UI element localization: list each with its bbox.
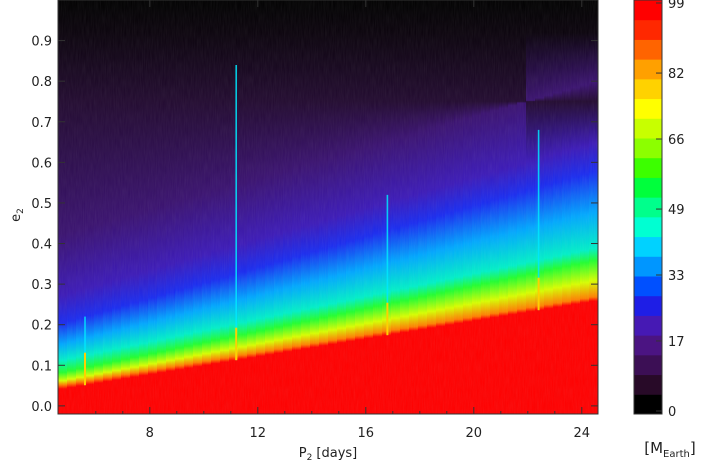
x-tick-label: 16 — [358, 426, 375, 441]
y-axis: 0.0 0.1 0.2 0.3 0.4 0.5 0.6 0.7 0.8 0.9 — [31, 35, 598, 415]
y-tick-label: 0.3 — [31, 278, 52, 293]
colorbar-frame — [633, 0, 663, 415]
x-axis: 8 12 16 20 24 — [95, 0, 591, 441]
colorbar-band — [634, 374, 662, 395]
x-tick-label: 8 — [146, 426, 154, 441]
x-axis-label: P2 [days] — [299, 446, 358, 463]
colorbar-band — [634, 256, 662, 277]
colorbar-band — [634, 197, 662, 218]
x-tick-label: 24 — [574, 426, 591, 441]
colorbar-band — [634, 177, 662, 198]
y-tick-label: 0.2 — [31, 319, 52, 334]
plot-frame — [57, 0, 599, 415]
y-tick-label: 0.8 — [31, 75, 52, 90]
colorbar — [633, 0, 663, 415]
y-tick-label: 0.9 — [31, 35, 52, 50]
colorbar-band — [634, 59, 662, 80]
colorbar-band — [634, 78, 662, 100]
colorbar-band — [634, 394, 662, 415]
colorbar-band — [634, 0, 662, 21]
colorbar-band — [634, 98, 662, 119]
colorbar-tick-label: 0 — [668, 405, 676, 420]
y-axis-label: e2 — [9, 208, 26, 222]
colorbar-band — [634, 19, 662, 40]
y-tick-label: 0.0 — [31, 400, 52, 415]
x-tick-label: 20 — [466, 426, 483, 441]
y-tick-label: 0.4 — [31, 238, 52, 253]
heatmap-texture — [58, 0, 598, 414]
colorbar-tick-label: 82 — [668, 67, 685, 82]
colorbar-tick-label: 49 — [668, 203, 685, 218]
colorbar-band — [634, 354, 662, 376]
colorbar-tick-label: 17 — [668, 335, 685, 350]
colorbar-unit-label: [MEarth] — [644, 439, 695, 460]
x-tick-label: 12 — [250, 426, 267, 441]
colorbar-band — [634, 335, 662, 356]
colorbar-band — [634, 295, 662, 316]
colorbar-tick-label: 66 — [668, 133, 685, 148]
colorbar-band — [634, 236, 662, 257]
y-tick-label: 0.6 — [31, 156, 52, 171]
colorbar-band — [634, 118, 662, 139]
colorbar-band — [634, 276, 662, 297]
colorbar-band — [634, 138, 662, 159]
colorbar-band — [634, 216, 662, 238]
colorbar-band — [634, 315, 662, 336]
y-tick-label: 0.5 — [31, 197, 52, 212]
colorbar-band — [634, 157, 662, 178]
colorbar-tick-label: 33 — [668, 269, 685, 284]
y-tick-label: 0.7 — [31, 116, 52, 131]
plot-area — [58, 0, 598, 414]
y-tick-label: 0.1 — [31, 359, 52, 374]
colorbar-band — [634, 39, 662, 60]
colorbar-tick-label: 99 — [668, 0, 685, 12]
colorbar-axis: 0 17 33 49 66 82 99 — [656, 0, 685, 420]
